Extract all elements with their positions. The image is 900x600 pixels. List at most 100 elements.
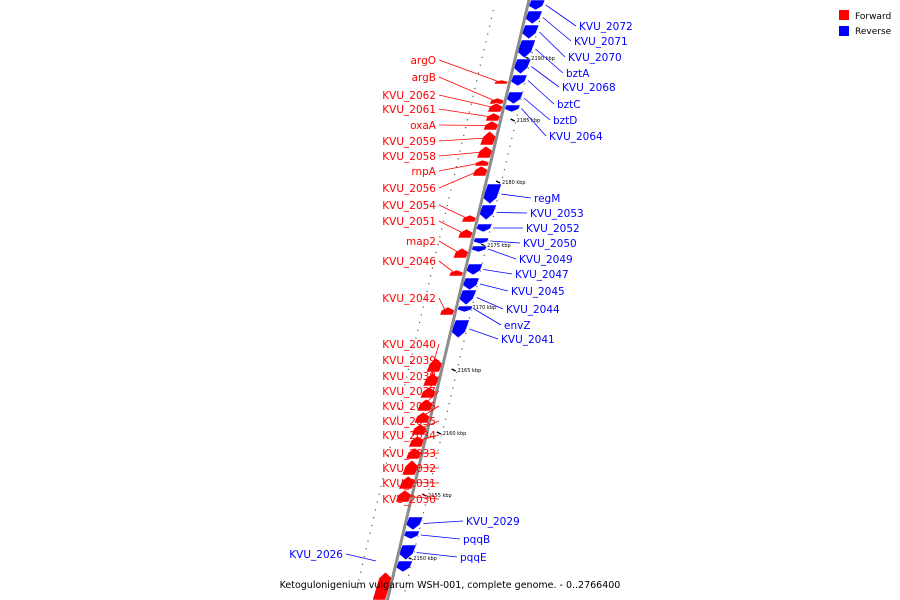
gene-kvu-2059	[479, 130, 497, 146]
gene-kvu-2037	[416, 398, 434, 412]
minor-tick	[446, 410, 448, 412]
minor-tick	[406, 376, 408, 378]
minor-tick	[524, 83, 526, 85]
gene-label-kvu-2061: KVU_2061	[382, 104, 436, 116]
minor-tick	[454, 379, 456, 381]
gene-kvu-2047	[465, 263, 484, 276]
connector-kvu-2045	[479, 283, 509, 292]
connector-pqqe	[416, 552, 458, 558]
minor-tick	[468, 111, 470, 113]
minor-tick	[465, 127, 467, 129]
gene-kvu-2056	[472, 165, 489, 177]
gene-label-bztc: bztC	[557, 99, 581, 111]
connector-kvu-2049	[488, 248, 517, 260]
gene-label-kvu-2042: KVU_2042	[382, 293, 436, 305]
minor-tick	[470, 309, 472, 311]
gene-kvu-2042	[439, 306, 455, 316]
minor-tick	[513, 130, 515, 132]
minor-tick	[376, 501, 378, 503]
minor-tick	[413, 551, 415, 553]
minor-tick	[476, 80, 478, 82]
minor-tick	[400, 400, 402, 402]
gene-label-kvu-2029: KVU_2029	[466, 516, 520, 528]
connector-kvu-2039	[429, 359, 440, 380]
minor-tick	[442, 220, 445, 222]
minor-tick	[407, 368, 410, 370]
gene-label-envz: envZ	[504, 320, 531, 332]
minor-tick	[468, 317, 471, 319]
connector-kvu-2054	[438, 204, 468, 219]
tick-label: 2180 kbp	[502, 180, 526, 186]
minor-tick	[417, 329, 419, 331]
minor-tick	[393, 431, 395, 433]
minor-tick	[415, 337, 417, 339]
minor-tick	[433, 465, 436, 467]
minor-tick	[430, 275, 432, 277]
gene-label-kvu-2041: KVU_2041	[501, 334, 555, 346]
connector-pqqb	[420, 534, 461, 540]
gene-label-kvu-2070: KVU_2070	[568, 52, 622, 64]
gene-label-kvu-2062: KVU_2062	[382, 90, 436, 102]
connector-kvu-2042	[438, 297, 446, 312]
tick-2180-kbp: 2180 kbp	[495, 180, 526, 186]
gene-kvu-2053	[478, 204, 498, 221]
connector-kvu-2047	[483, 269, 513, 275]
minor-tick	[466, 119, 469, 121]
minor-tick	[538, 20, 540, 22]
gene-label-kvu-2071: KVU_2071	[574, 36, 628, 48]
minor-tick	[496, 200, 498, 202]
gene-label-pqqb: pqqB	[463, 534, 490, 546]
minor-tick	[384, 470, 386, 472]
connector-kvu-2070	[539, 31, 566, 58]
minor-tick	[522, 91, 524, 93]
minor-tick	[361, 563, 364, 565]
connector-kvu-2050	[490, 240, 521, 244]
minor-tick	[365, 548, 367, 550]
connector-rnpa	[438, 162, 481, 172]
connector-argo	[438, 59, 500, 83]
minor-tick	[470, 103, 472, 105]
minor-tick	[424, 504, 426, 506]
minor-tick	[372, 517, 375, 519]
minor-tick	[409, 361, 412, 363]
minor-tick	[358, 579, 360, 581]
gene-labels-layer: argO argB KVU_2062 KVU_2061 oxaA KVU_2059 KVU_…	[289, 4, 633, 564]
minor-tick	[428, 283, 430, 285]
connector-kvu-2038	[426, 375, 440, 393]
minor-tick	[443, 426, 445, 428]
connector-regm	[501, 193, 532, 199]
gene-label-kvu-2035: KVU_2035	[382, 416, 436, 428]
minor-tick	[382, 478, 384, 480]
connector-kvu-2051	[438, 220, 465, 234]
gene-label-kvu-2050: KVU_2050	[523, 238, 577, 250]
minor-tick	[389, 446, 391, 448]
minor-tick	[481, 262, 483, 264]
gene-label-kvu-2033: KVU_2033	[382, 448, 436, 460]
minor-tick	[424, 298, 426, 300]
connector-kvu-2059	[438, 137, 487, 142]
tick-label: 2170 kbp	[473, 305, 497, 311]
gene-label-kvu-2051: KVU_2051	[382, 216, 436, 228]
gene-label-map2: map2	[406, 236, 436, 248]
minor-tick	[455, 371, 458, 373]
tick-2175-kbp: 2175 kbp	[480, 243, 511, 249]
minor-tick	[535, 36, 537, 38]
connector-bztc	[527, 80, 555, 105]
gene-kvu-2049	[471, 245, 488, 253]
minor-tick	[481, 56, 483, 58]
minor-tick	[441, 434, 443, 436]
minor-tick	[488, 25, 491, 27]
minor-tick	[485, 41, 487, 43]
minor-tick	[520, 98, 522, 100]
gene-kvu-2026	[395, 560, 414, 573]
minor-tick	[511, 137, 513, 139]
tick-label: 2160 kbp	[443, 431, 467, 437]
tick-2160-kbp: 2160 kbp	[436, 431, 467, 437]
connector-envz	[473, 308, 502, 326]
connector-kvu-2058	[438, 151, 484, 157]
minor-tick	[450, 395, 452, 397]
reverse-genes-layer	[395, 0, 546, 573]
gene-kvu-2045	[462, 277, 480, 291]
minor-tick	[387, 454, 389, 456]
